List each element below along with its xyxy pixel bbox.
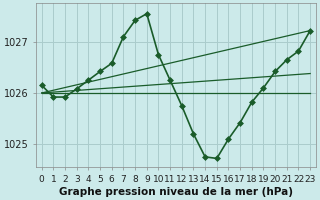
X-axis label: Graphe pression niveau de la mer (hPa): Graphe pression niveau de la mer (hPa) <box>59 187 293 197</box>
